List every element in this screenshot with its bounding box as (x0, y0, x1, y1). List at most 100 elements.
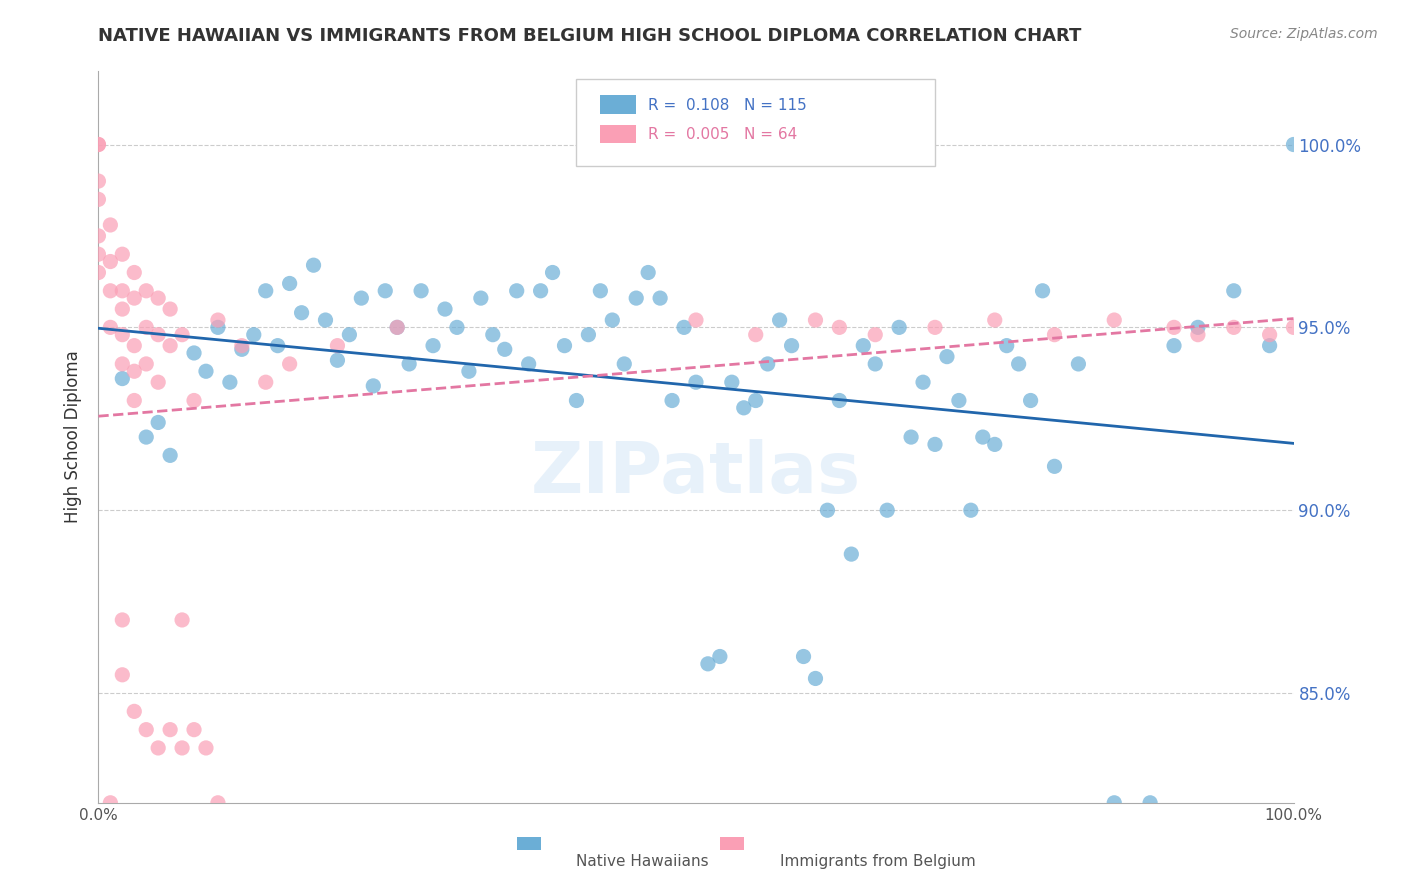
Point (135, 284, 157, 298)
Point (924, 320, 946, 334)
Point (1163, 339, 1185, 353)
Point (135, 430, 157, 444)
Point (446, 320, 468, 334)
Point (159, 301, 181, 317)
Point (243, 327, 266, 342)
Point (87, 174, 110, 188)
Point (315, 313, 337, 327)
Point (685, 375, 707, 389)
Point (254, 284, 277, 298)
Point (111, 613, 134, 627)
Point (1222, 284, 1246, 298)
Point (721, 375, 744, 389)
Text: Immigrants from Belgium: Immigrants from Belgium (779, 854, 976, 869)
Point (911, 375, 934, 389)
Point (768, 313, 790, 327)
Point (172, 613, 194, 627)
Point (87, 247, 110, 261)
Point (183, 393, 205, 408)
Point (948, 393, 970, 408)
Point (148, 291, 170, 305)
Point (793, 649, 815, 664)
Point (876, 503, 898, 517)
Point (98, 218, 122, 232)
Point (1102, 796, 1125, 810)
Point (1282, 320, 1305, 334)
Point (111, 371, 134, 385)
Point (172, 740, 194, 755)
Point (554, 339, 576, 353)
Point (422, 339, 444, 353)
Text: NATIVE HAWAIIAN VS IMMIGRANTS FROM BELGIUM HIGH SCHOOL DIPLOMA CORRELATION CHART: NATIVE HAWAIIAN VS IMMIGRANTS FROM BELGI… (98, 27, 1081, 45)
Point (889, 320, 911, 334)
Point (863, 327, 887, 342)
Point (207, 796, 229, 810)
Point (135, 723, 157, 737)
Point (231, 339, 253, 353)
Point (98, 284, 122, 298)
Point (924, 437, 946, 451)
Point (159, 448, 181, 462)
Point (972, 430, 994, 444)
Point (231, 343, 253, 357)
Point (852, 339, 875, 353)
Point (1032, 284, 1054, 298)
Point (1102, 313, 1125, 327)
Point (458, 364, 481, 378)
Point (936, 350, 959, 364)
Point (1187, 327, 1209, 342)
Point (111, 667, 134, 681)
Point (589, 284, 612, 298)
Point (98, 320, 122, 334)
Text: Native Hawaiians: Native Hawaiians (576, 854, 709, 869)
Point (111, 301, 134, 317)
Point (326, 353, 349, 368)
Point (87, 193, 110, 207)
Point (756, 357, 779, 371)
Point (1187, 320, 1209, 334)
Point (900, 430, 922, 444)
Point (1222, 320, 1246, 334)
Point (613, 357, 636, 371)
Point (98, 796, 122, 810)
Point (648, 291, 672, 305)
Point (494, 343, 516, 357)
Point (481, 327, 505, 342)
Point (87, 137, 110, 152)
Point (1043, 327, 1066, 342)
Point (709, 649, 731, 664)
Text: R =  0.005   N = 64: R = 0.005 N = 64 (648, 127, 797, 142)
Point (1007, 357, 1029, 371)
Point (661, 393, 683, 408)
Point (254, 375, 277, 389)
Point (804, 672, 827, 686)
Point (733, 401, 755, 415)
Point (135, 357, 157, 371)
Point (183, 346, 205, 360)
Point (87, 228, 110, 243)
Point (172, 327, 194, 342)
Point (219, 375, 242, 389)
Point (780, 339, 803, 353)
Point (278, 357, 301, 371)
Point (470, 291, 492, 305)
Point (602, 313, 624, 327)
Point (124, 393, 146, 408)
Point (87, 265, 110, 279)
Point (148, 327, 170, 342)
Point (828, 393, 851, 408)
Bar (720, 838, 744, 850)
Point (207, 320, 229, 334)
Point (111, 357, 134, 371)
Bar (600, 125, 636, 143)
Point (278, 277, 301, 291)
Point (398, 357, 420, 371)
Point (111, 284, 134, 298)
Bar (517, 838, 541, 850)
Text: R =  0.108   N = 115: R = 0.108 N = 115 (648, 97, 807, 112)
Point (565, 393, 588, 408)
Text: Source: ZipAtlas.com: Source: ZipAtlas.com (1230, 27, 1378, 41)
Point (984, 437, 1007, 451)
Point (111, 327, 134, 342)
Point (506, 284, 529, 298)
